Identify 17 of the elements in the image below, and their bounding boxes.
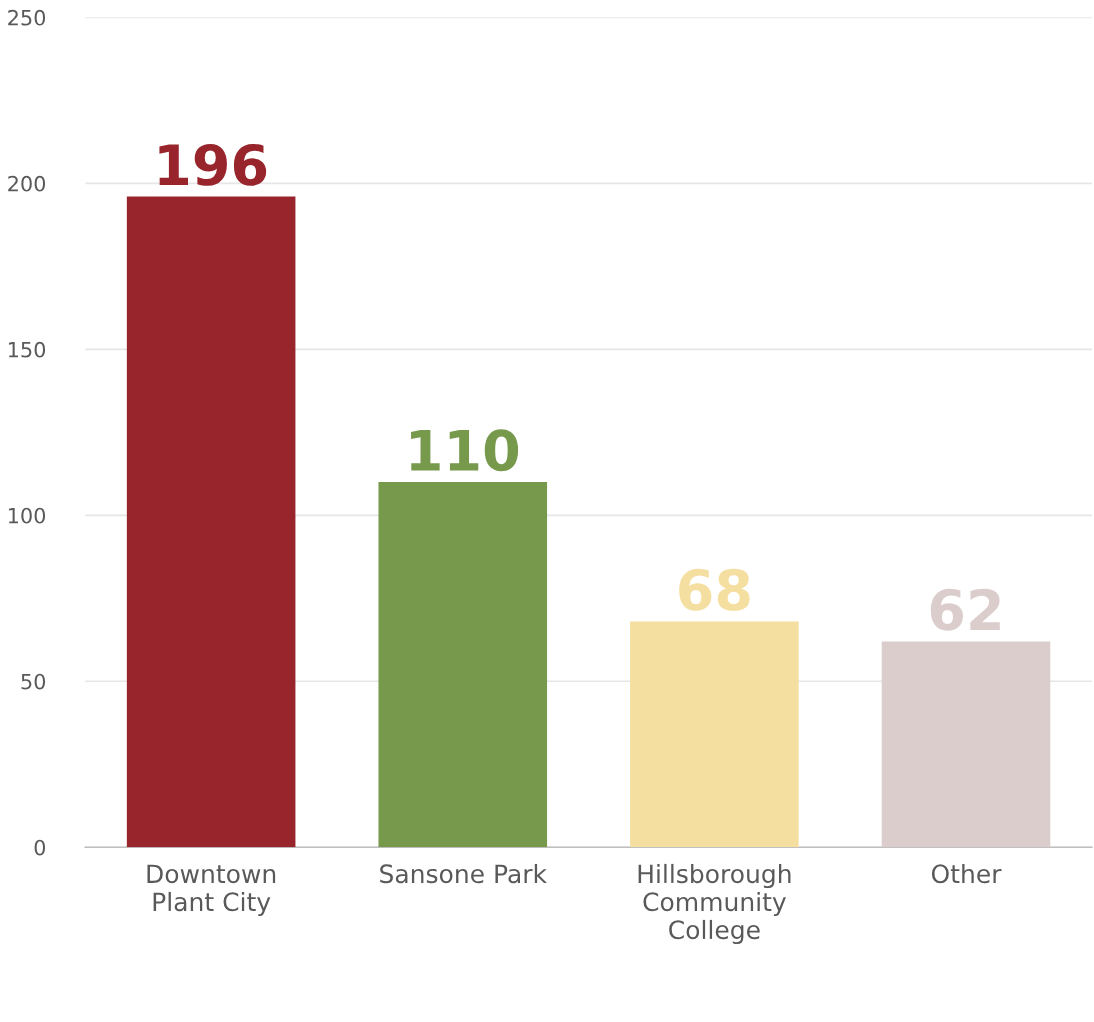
bar <box>126 196 296 848</box>
x-tick-label: Sansone Park <box>380 863 547 884</box>
bar <box>630 621 799 848</box>
y-tick-label: 50 <box>21 673 46 690</box>
bar <box>378 482 548 848</box>
y-tick-label: 250 <box>8 9 46 26</box>
data-label: 196 <box>159 143 267 186</box>
y-tick-label: 100 <box>8 507 46 524</box>
x-tick-label: Downtown Plant City <box>147 864 276 917</box>
x-tick-label: Hillsborough Community College <box>638 863 791 945</box>
y-tick-label: 150 <box>8 341 46 358</box>
x-tick-label: Other <box>931 863 1002 884</box>
data-label: 110 <box>411 429 519 472</box>
data-label: 68 <box>679 568 750 611</box>
y-tick-label: 200 <box>8 175 46 192</box>
y-tick-label: 0 <box>34 839 46 856</box>
bar <box>881 641 1051 848</box>
